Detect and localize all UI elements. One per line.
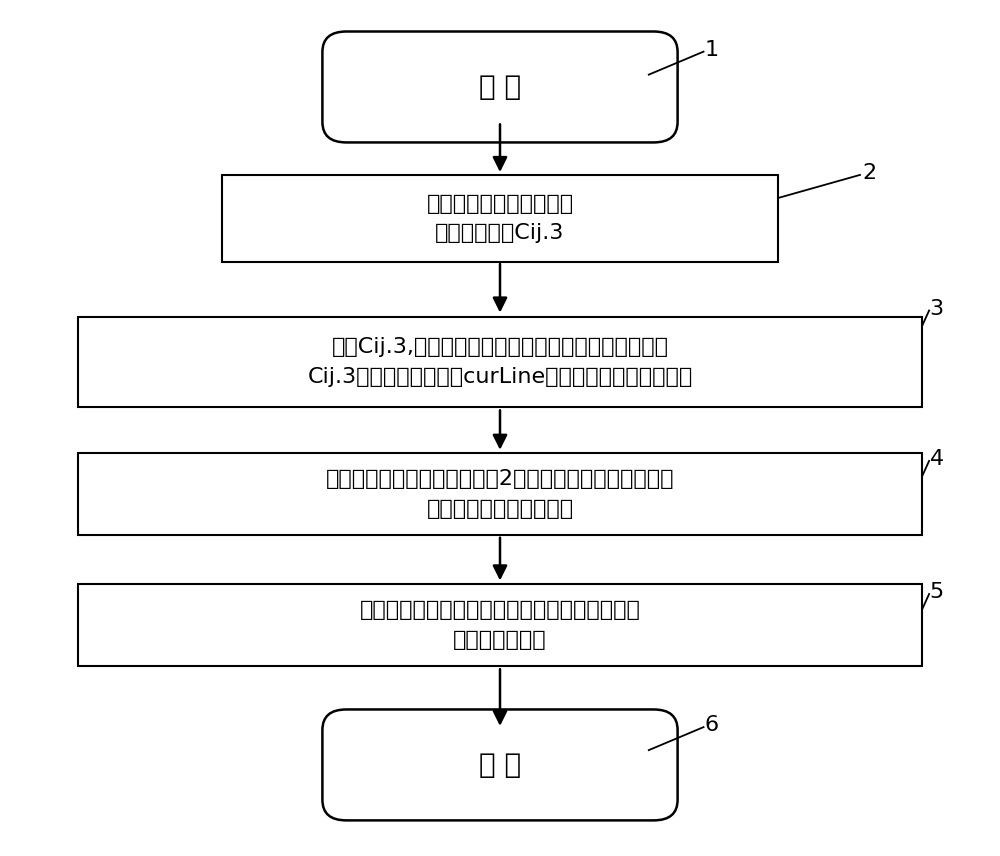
- Text: 考虑转换原则和终止条件，逐步将薄弱线路转换
为节点撞裂形式: 考虑转换原则和终止条件，逐步将薄弱线路转换 为节点撞裂形式: [360, 600, 640, 650]
- Text: 按照Cij.3,对当前所包含线路进行降序排序，记录当前
Cij.3最低的线路，记作curLine，并添加至薄弱线路集合: 按照Cij.3,对当前所包含线路进行降序排序，记录当前 Cij.3最低的线路，记…: [307, 337, 693, 387]
- FancyBboxPatch shape: [322, 32, 678, 142]
- Text: 2: 2: [863, 163, 877, 183]
- Text: 计算电力网络中所有线路
的边聚类系数Cij.3: 计算电力网络中所有线路 的边聚类系数Cij.3: [426, 193, 574, 243]
- Text: 重置网络邻接矩阵后重复步骤2，直至电力网络所有节点均
退化为一个独立节点社团: 重置网络邻接矩阵后重复步骤2，直至电力网络所有节点均 退化为一个独立节点社团: [326, 469, 674, 519]
- Text: 5: 5: [930, 582, 944, 603]
- Text: 6: 6: [704, 716, 718, 735]
- FancyBboxPatch shape: [78, 453, 922, 535]
- Text: 4: 4: [930, 449, 944, 469]
- Text: 开 始: 开 始: [479, 73, 521, 101]
- Text: 1: 1: [704, 40, 718, 60]
- Text: 3: 3: [930, 299, 944, 318]
- FancyBboxPatch shape: [322, 710, 678, 820]
- FancyBboxPatch shape: [78, 584, 922, 666]
- Text: 结 束: 结 束: [479, 751, 521, 779]
- FancyBboxPatch shape: [78, 317, 922, 407]
- FancyBboxPatch shape: [222, 175, 778, 262]
